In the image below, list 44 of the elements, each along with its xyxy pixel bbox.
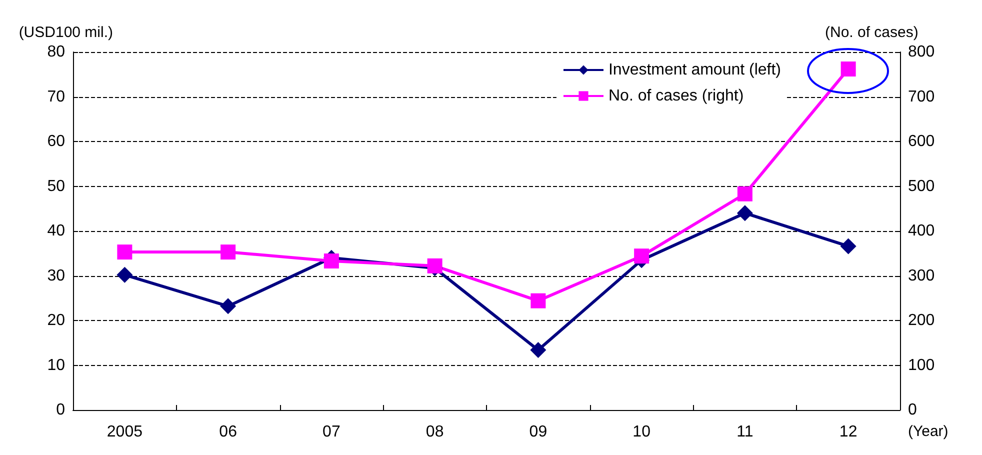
y-tick-label: 10 [47, 356, 66, 374]
y-tick-label: 40 [47, 222, 66, 240]
y2-tick-label: 500 [908, 178, 935, 195]
point [840, 238, 856, 254]
y-tick-label: 0 [56, 402, 66, 418]
y-tick-label: 60 [47, 133, 66, 150]
y-axis-title: (USD100 mil.) [18, 24, 113, 41]
x-tick-label: 06 [219, 424, 238, 440]
point [634, 248, 650, 264]
point [427, 258, 442, 274]
y-tick-label: 30 [47, 267, 66, 284]
point [116, 266, 133, 283]
x-tick-label: 09 [529, 424, 548, 440]
y2-tick-label: 700 [908, 88, 935, 106]
y-tick-label: 80 [47, 44, 66, 60]
point [220, 244, 236, 260]
point [737, 186, 752, 202]
x-axis-title: (Year) [908, 423, 948, 440]
y-tick-label: 70 [47, 88, 66, 106]
x-tick-label: 08 [426, 424, 444, 440]
legend-label: No. of cases (right) [608, 88, 744, 104]
x-tick-label: 2005 [106, 424, 143, 440]
y2-tick-label: 300 [908, 267, 935, 284]
y2-tick-label: 0 [908, 402, 917, 418]
x-tick-label: 11 [736, 424, 754, 440]
y2-tick-label: 800 [908, 44, 935, 60]
y-tick-label: 50 [47, 178, 66, 195]
y2-axis-title: (No. of cases) [825, 24, 918, 41]
point [324, 253, 339, 268]
x-tick-label: 07 [322, 424, 340, 440]
point [530, 293, 546, 308]
y2-tick-label: 600 [908, 133, 935, 150]
point [530, 342, 546, 358]
y2-tick-label: 100 [908, 356, 935, 374]
y2-tick-label: 400 [908, 222, 935, 240]
y2-tick-label: 200 [908, 312, 935, 329]
y-tick-label: 20 [47, 312, 66, 329]
x-tick-label: 12 [839, 424, 858, 440]
x-tick-label: 10 [632, 424, 651, 440]
point [736, 205, 753, 222]
point [117, 244, 132, 260]
legend-label: Investment amount (left) [608, 62, 781, 78]
point [840, 62, 856, 77]
point [220, 298, 236, 314]
